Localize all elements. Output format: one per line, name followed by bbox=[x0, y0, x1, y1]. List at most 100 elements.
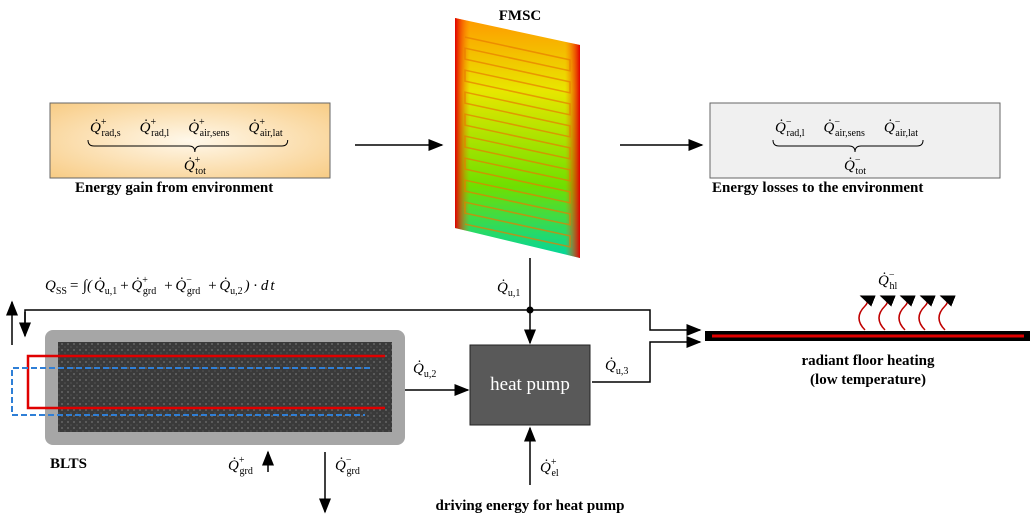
pipe-supply bbox=[26, 354, 385, 410]
math-term: Q̇+ air,lat bbox=[249, 117, 283, 139]
brace bbox=[87, 139, 289, 153]
math-text: Q̇ bbox=[219, 278, 230, 294]
math-text: Q̇ bbox=[540, 460, 551, 476]
math-term: Q̇u,1 bbox=[497, 280, 520, 299]
math-term: + bbox=[163, 278, 173, 294]
math-term: QSS bbox=[45, 278, 67, 297]
math-sub: u,2 bbox=[230, 286, 243, 297]
math-sup: − bbox=[889, 270, 895, 281]
math-text: ) · d bbox=[244, 278, 269, 294]
math-sub: u,3 bbox=[616, 366, 629, 377]
math-term: Q̇u,2 bbox=[219, 278, 242, 297]
math-sup: − bbox=[186, 275, 192, 286]
math-sup: + bbox=[142, 275, 148, 286]
math-text: Q̇ bbox=[228, 458, 239, 474]
heat-pump bbox=[469, 344, 591, 426]
math-sup: + bbox=[259, 117, 265, 128]
heat-loss-arrows bbox=[858, 295, 956, 331]
math-term: Q̇u,2 bbox=[413, 361, 436, 380]
math-sup: − bbox=[346, 455, 352, 466]
heat-pump-caption: driving energy for heat pump bbox=[436, 498, 625, 514]
math-sup: − bbox=[786, 117, 792, 128]
math-sup: + bbox=[199, 117, 205, 128]
math-text: Q̇ bbox=[775, 120, 786, 136]
math-term: Q̇+ grd bbox=[131, 275, 156, 297]
tube bbox=[464, 36, 571, 248]
math-sub: u,1 bbox=[105, 286, 118, 297]
math-term: Q̇+ air,sens bbox=[188, 117, 229, 139]
math-sub: tot bbox=[855, 166, 866, 177]
math-sub: grd bbox=[187, 286, 200, 297]
brace bbox=[772, 139, 924, 153]
math-sub: u,1 bbox=[508, 288, 521, 299]
math-text: Q̇ bbox=[249, 120, 260, 136]
math-sub: air,lat bbox=[895, 128, 918, 139]
math-text: Q̇ bbox=[94, 278, 105, 294]
math-text: Q̇ bbox=[884, 120, 895, 136]
math-term: Q̇+ tot bbox=[184, 155, 206, 177]
math-text: Q̇ bbox=[844, 158, 855, 174]
storage-label: BLTS bbox=[50, 456, 87, 472]
math-text: + bbox=[119, 278, 129, 294]
math-sub: SS bbox=[56, 286, 67, 297]
math-term: Q̇u,3 bbox=[605, 358, 628, 377]
math-sub: hl bbox=[889, 281, 897, 292]
math-sub: grd bbox=[239, 466, 252, 477]
math-sub: el bbox=[551, 468, 558, 479]
floor-label: (low temperature) bbox=[810, 372, 926, 388]
math-text: Q̇ bbox=[90, 120, 101, 136]
collector-title: FMSC bbox=[499, 8, 542, 24]
math-term: Q̇+ el bbox=[540, 457, 559, 479]
math-sub: rad,l bbox=[786, 128, 804, 139]
math-term: Q̇− air,sens bbox=[824, 117, 865, 139]
math-term: Q̇− grd bbox=[335, 455, 360, 477]
math-text: Q̇ bbox=[824, 120, 835, 136]
math-sub: air,sens bbox=[200, 128, 230, 139]
math-term: Q̇+ grd bbox=[228, 455, 253, 477]
math-text: Q̇ bbox=[131, 278, 142, 294]
math-sup: + bbox=[551, 457, 557, 468]
math-text: Q bbox=[45, 278, 56, 294]
math-term: Q̇u,1 bbox=[94, 278, 117, 297]
gains-box bbox=[49, 102, 331, 179]
math-sub: rad,s bbox=[101, 128, 120, 139]
math-term: Q̇− air,lat bbox=[884, 117, 918, 139]
math-term: ) · d bbox=[244, 278, 269, 294]
math-term: + bbox=[207, 278, 217, 294]
math-sup: + bbox=[151, 117, 157, 128]
math-text: Q̇ bbox=[175, 278, 186, 294]
math-sub: tot bbox=[195, 166, 206, 177]
math-text: Q̇ bbox=[497, 280, 508, 296]
math-term: Q̇+ rad,s bbox=[90, 117, 121, 139]
math-term: Q̇+ rad,l bbox=[140, 117, 170, 139]
math-text: Q̇ bbox=[184, 158, 195, 174]
math-sup: + bbox=[239, 455, 245, 466]
math-text: Q̇ bbox=[188, 120, 199, 136]
math-sub: air,lat bbox=[260, 128, 283, 139]
math-sup: + bbox=[101, 117, 107, 128]
gains-caption: Energy gain from environment bbox=[75, 180, 273, 196]
math-term: = ∫( bbox=[69, 278, 93, 294]
math-sub: grd bbox=[143, 286, 156, 297]
math-text: Q̇ bbox=[605, 358, 616, 374]
math-text: Q̇ bbox=[413, 361, 424, 377]
math-text: Q̇ bbox=[140, 120, 151, 136]
math-sup: − bbox=[895, 117, 901, 128]
collector-tubes bbox=[464, 36, 571, 248]
math-text: = ∫( bbox=[69, 278, 93, 294]
math-sub: u,2 bbox=[424, 369, 437, 380]
math-term: Q̇− hl bbox=[878, 270, 897, 292]
math-sup: − bbox=[855, 155, 861, 166]
math-term: Q̇− grd bbox=[175, 275, 200, 297]
math-term: t bbox=[270, 278, 275, 294]
math-text: t bbox=[270, 278, 275, 294]
math-sub: grd bbox=[346, 466, 359, 477]
math-term: Q̇− rad,l bbox=[775, 117, 805, 139]
math-sup: − bbox=[834, 117, 840, 128]
math-term: + bbox=[119, 278, 129, 294]
floor-label: radiant floor heating bbox=[801, 353, 935, 369]
math-text: + bbox=[163, 278, 173, 294]
math-term: Q̇− tot bbox=[844, 155, 866, 177]
heat-pump-label: heat pump bbox=[490, 374, 570, 395]
